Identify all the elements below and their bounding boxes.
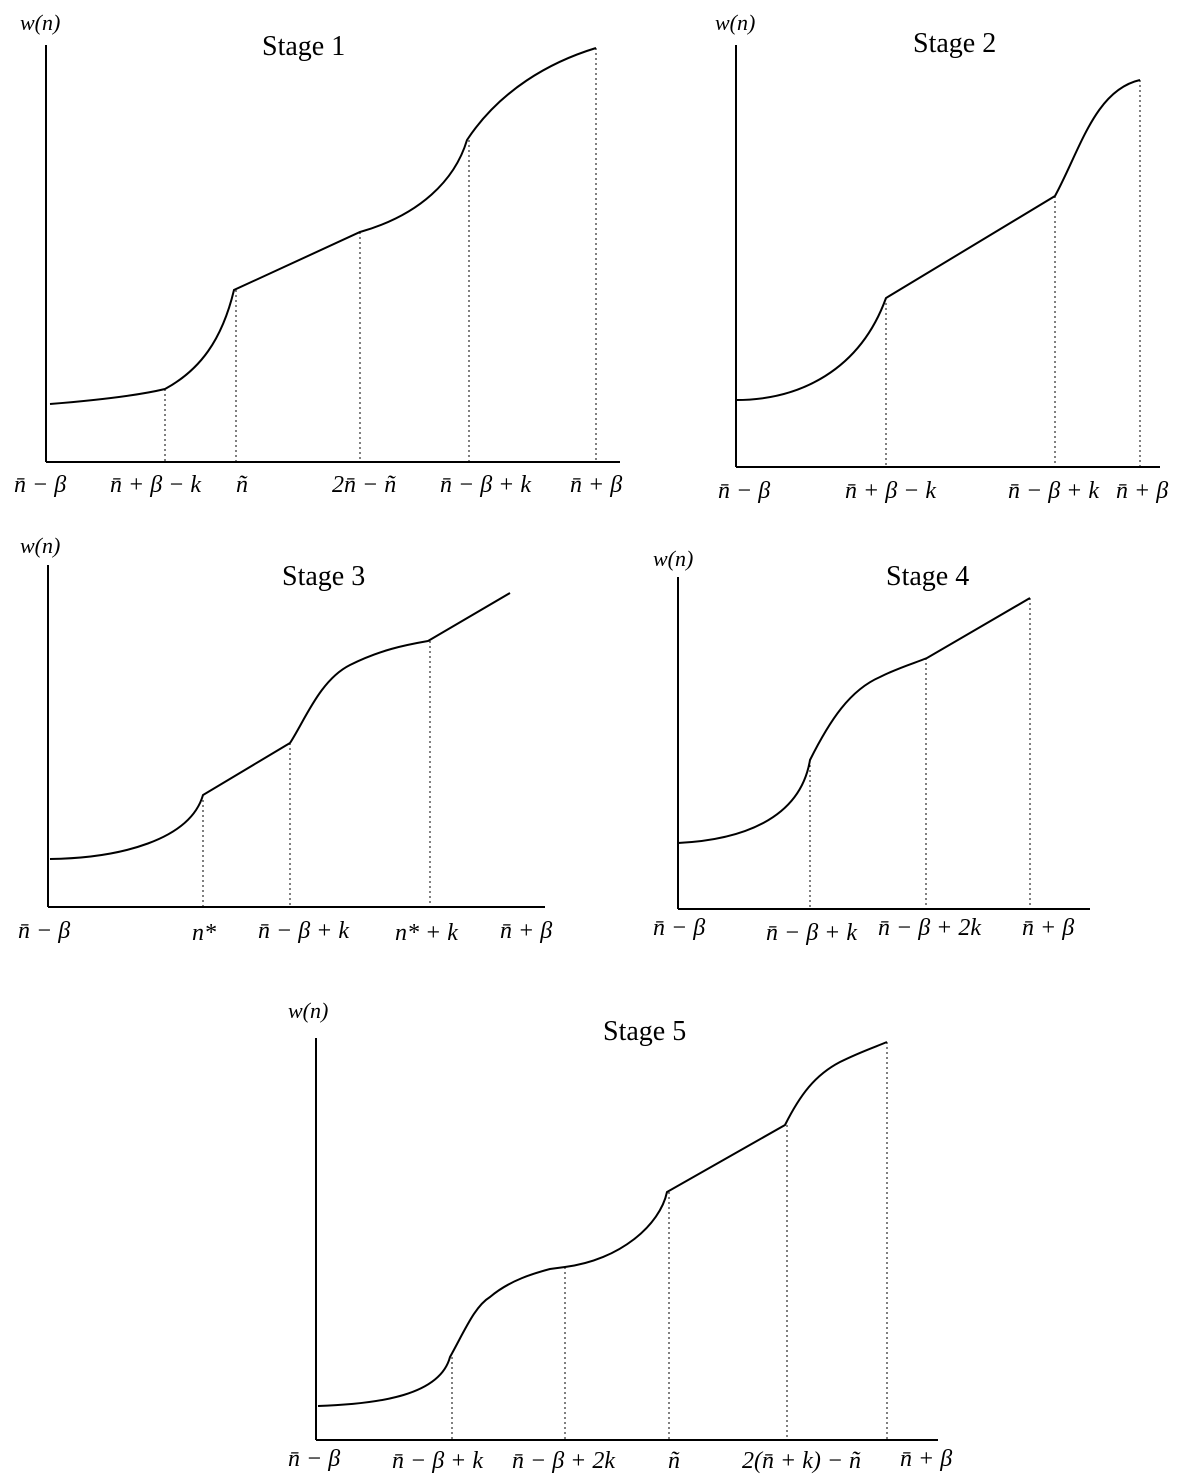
panel-title: Stage 4	[886, 561, 969, 592]
x-tick-label: n̄ − β	[18, 918, 70, 944]
y-axis-label: w(n)	[653, 546, 693, 571]
x-tick-label: n̄ + β	[500, 918, 552, 944]
y-axis-label: w(n)	[715, 10, 755, 35]
x-tick-label: n̄ − β	[14, 472, 66, 498]
x-tick-label: n̄ + β	[900, 1446, 952, 1472]
x-tick-label: 2(n̄ + k) − ñ	[742, 1448, 861, 1474]
x-tick-label: n̄ − β + k	[258, 918, 349, 944]
x-tick-label: n̄ − β + k	[766, 920, 857, 946]
panel-stage-3: w(n) Stage 3 n̄ − β n* n̄ − β + k n* + k…	[18, 533, 552, 946]
x-tick-label: n* + k	[395, 920, 458, 946]
x-tick-label: n̄ − β	[288, 1446, 340, 1472]
x-tick-label: ñ	[668, 1448, 680, 1474]
x-tick-label: n̄ − β + k	[1008, 478, 1099, 504]
panel-title: Stage 3	[282, 561, 365, 592]
x-tick-label: n̄ − β + 2k	[878, 915, 981, 941]
wage-curve	[677, 597, 1031, 844]
x-tick-label: n̄ + β	[1116, 478, 1168, 504]
x-tick-label: n̄ − β + k	[392, 1448, 483, 1474]
x-tick-label: n̄ + β − k	[845, 478, 936, 504]
panel-stage-1: w(n) Stage 1 n̄ − β n̄ + β − k ñ 2n̄ − ñ…	[14, 10, 622, 498]
panel-title: Stage 2	[913, 28, 996, 59]
wage-curve	[49, 592, 511, 860]
panel-stage-2: w(n) Stage 2 n̄ − β n̄ + β − k n̄ − β + …	[715, 10, 1168, 504]
wage-curve	[49, 47, 597, 405]
x-tick-label: n̄ + β	[1022, 915, 1074, 941]
panel-stage-5: w(n) Stage 5 n̄ − β n̄ − β + k n̄ − β + …	[288, 998, 952, 1474]
wage-curve	[735, 79, 1141, 401]
x-tick-label: ñ	[236, 472, 248, 498]
x-tick-label: n̄ − β	[718, 478, 770, 504]
x-tick-label: n̄ − β	[653, 915, 705, 941]
y-axis-label: w(n)	[288, 998, 328, 1023]
y-axis-label: w(n)	[20, 533, 60, 558]
wage-curve	[317, 1041, 888, 1407]
x-tick-label: n̄ + β − k	[110, 472, 201, 498]
panel-stage-4: w(n) Stage 4 n̄ − β n̄ − β + k n̄ − β + …	[653, 546, 1090, 946]
x-tick-label: n*	[192, 920, 216, 946]
panel-title: Stage 1	[262, 31, 345, 62]
y-axis-label: w(n)	[20, 10, 60, 35]
x-tick-label: 2n̄ − ñ	[332, 472, 396, 498]
panel-title: Stage 5	[603, 1016, 686, 1047]
x-tick-label: n̄ − β + 2k	[512, 1448, 615, 1474]
x-tick-label: n̄ + β	[570, 472, 622, 498]
x-tick-label: n̄ − β + k	[440, 472, 531, 498]
